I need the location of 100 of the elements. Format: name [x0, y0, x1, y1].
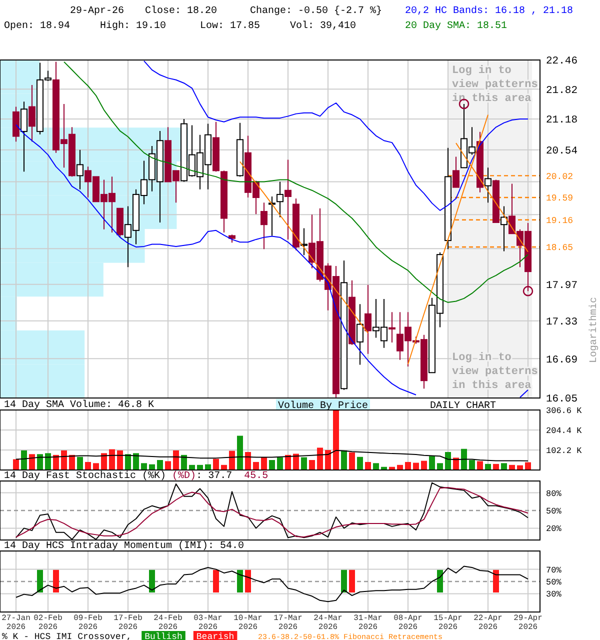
y-tick-label: 102.2 K: [546, 446, 583, 456]
bar: [245, 452, 251, 470]
x-tick-label: 03-Mar 2026: [194, 614, 223, 632]
candlestick: [260, 202, 268, 250]
bar: [117, 450, 123, 470]
bar: [133, 453, 139, 470]
bar: [61, 450, 67, 470]
bar: [469, 460, 475, 470]
y-tick-label: 30%: [546, 590, 562, 600]
bar: [341, 450, 347, 470]
bar: [477, 461, 483, 470]
text: Vol: 39,410: [290, 20, 356, 32]
text: 20 Day SMA: 18.51: [405, 21, 508, 32]
annotation: Log in to view patterns in this area: [452, 352, 538, 392]
y-axis-title: Logarithmic: [588, 296, 600, 364]
bar: [37, 454, 43, 470]
bar: [173, 450, 179, 470]
bar: [437, 463, 443, 470]
x-tick-label: 10-Mar 2026: [234, 614, 263, 632]
annotation: DAILY CHART: [430, 401, 496, 412]
bar: [325, 450, 331, 470]
series-label: (%K): [136, 470, 166, 482]
bar: [21, 450, 27, 470]
bar: [109, 449, 115, 470]
text: Change: -0.50 {-2.7 %}: [250, 5, 382, 17]
bar: [525, 462, 531, 470]
candlestick: [500, 206, 508, 252]
y-tick-label: 20.54: [546, 146, 578, 158]
bar: [429, 456, 435, 470]
text: Bullish: [144, 632, 182, 640]
y-tick-label: 20%: [546, 524, 562, 534]
y-tick-label: 17.33: [546, 316, 578, 328]
series-label: (%D): [166, 470, 196, 482]
x-tick-label: 29-Apr 2026: [514, 614, 543, 632]
bar: [485, 464, 491, 470]
candlestick: [356, 304, 364, 366]
y-tick-label: 306.6 K: [546, 406, 583, 416]
bar: [269, 460, 275, 470]
x-tick-label: 24-Mar 2026: [314, 614, 343, 632]
bar: [261, 457, 267, 470]
y-tick-label: 17.97: [546, 280, 578, 292]
bar: [373, 463, 379, 470]
bar: [93, 463, 99, 470]
bar: [309, 460, 315, 470]
candlestick: [452, 156, 460, 188]
y-tick-label: 22.46: [546, 56, 578, 68]
bar: [493, 464, 499, 470]
bar: [13, 459, 19, 470]
bar: [253, 462, 259, 470]
chart-title: 14 Day HCS Intraday Momentum (IMI): 54.0: [4, 540, 244, 552]
bar: [85, 462, 91, 470]
bar: [157, 460, 163, 470]
bar: [461, 448, 467, 470]
bar: [69, 454, 75, 470]
bar: [125, 454, 131, 470]
text: Open: 18.94: [4, 21, 70, 32]
bar: [141, 463, 147, 470]
y-tick-label: 50%: [546, 577, 562, 588]
annotation: : 37.7: [196, 471, 232, 482]
x-tick-label: 17-Feb 2026: [114, 614, 143, 632]
text: 20,2 HC Bands: 16.18 , 21.18: [405, 5, 574, 17]
x-tick-label: 09-Feb 2026: [74, 614, 103, 632]
candlestick: [28, 84, 36, 142]
x-tick-label: 15-Apr 2026: [434, 614, 463, 632]
bar: [53, 454, 59, 470]
bar: [237, 436, 243, 470]
y-tick-label: 80%: [546, 488, 562, 499]
y-tick-label: 70%: [546, 565, 562, 576]
ref-line-label: 19.16: [546, 216, 574, 226]
bar: [349, 452, 355, 470]
annotation: 45.5: [232, 471, 268, 482]
bar: [77, 456, 83, 470]
x-tick-label: 27-Jan 2026: [2, 614, 31, 632]
y-tick-label: 16.69: [546, 354, 578, 366]
x-tick-label: 08-Apr 2026: [394, 614, 423, 632]
bar: [181, 454, 187, 470]
bar: [413, 462, 419, 470]
line-series: [16, 450, 528, 462]
chart-title: 14 Day Fast Stochastic: [4, 470, 136, 482]
text: Low: 17.85: [200, 21, 260, 32]
bar: [357, 456, 363, 470]
text: High: 19.10: [100, 20, 166, 32]
x-tick-label: 24-Feb 2026: [154, 614, 183, 632]
bar: [365, 462, 371, 470]
candlestick: [284, 159, 292, 240]
y-tick-label: 21.82: [546, 84, 578, 97]
bar: [317, 448, 323, 470]
bar: [285, 454, 291, 470]
candlestick: [20, 101, 28, 172]
bar: [213, 458, 219, 470]
bar: [421, 460, 427, 470]
bar: [501, 463, 507, 470]
bar: [405, 462, 411, 470]
bar: [301, 457, 307, 470]
y-tick-label: 16.05: [546, 394, 578, 406]
candlestick: [76, 149, 84, 190]
candlestick: [364, 284, 372, 354]
candlestick: [388, 312, 396, 344]
x-tick-label: 02-Feb 2026: [34, 614, 63, 632]
x-tick-label: 31-Mar 2026: [354, 614, 383, 632]
